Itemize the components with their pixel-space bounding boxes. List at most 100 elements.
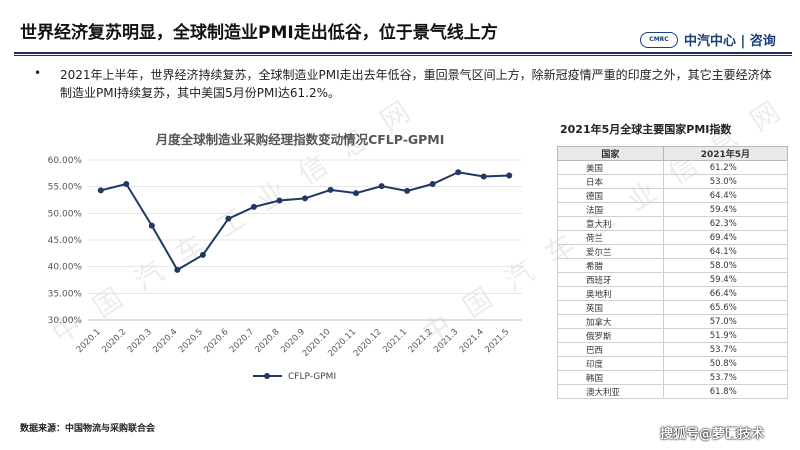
x-tick-label: 2021.4	[458, 327, 486, 355]
country-cell: 意大利	[557, 216, 664, 231]
table-row: 日本 53.0%	[557, 174, 789, 189]
table-row: 韩国 53.7%	[557, 370, 789, 385]
x-tick-label: 2021.5	[483, 327, 511, 355]
data-point	[353, 190, 360, 197]
table-row: 德国 64.4%	[557, 188, 789, 203]
pmi-value-cell: 59.4%	[662, 202, 789, 217]
pmi-value-cell: 53.7%	[662, 342, 789, 357]
y-tick-label: 45.00%	[48, 236, 83, 246]
pmi-value-cell: 57.0%	[662, 314, 789, 329]
pmi-value-cell: 51.9%	[662, 328, 789, 343]
footer-brand: 搜狐号@萝匱技术	[660, 427, 765, 442]
y-tick-label: 50.00%	[48, 209, 83, 219]
country-cell: 英国	[557, 300, 664, 315]
column-header-value: 2021年5月	[662, 146, 789, 161]
pmi-value-cell: 53.0%	[662, 174, 789, 189]
country-cell: 印度	[557, 356, 664, 371]
data-point	[174, 266, 181, 273]
country-cell: 美国	[557, 160, 664, 175]
cmrc-logo: CMRC 中汽中心 | 咨询	[640, 30, 776, 49]
x-tick-label: 2020.6	[202, 327, 230, 355]
data-point	[327, 186, 334, 193]
pmi-value-cell: 61.8%	[662, 384, 789, 399]
y-tick-label: 30.00%	[48, 316, 83, 326]
title-divider	[14, 52, 792, 54]
y-tick-label: 55.00%	[48, 183, 83, 193]
data-point	[429, 181, 436, 187]
x-tick-label: 2020.4	[151, 327, 179, 355]
data-point	[480, 173, 487, 180]
pmi-value-cell: 59.4%	[662, 272, 789, 287]
country-pmi-table: 国家 2021年5月 美国 61.2% 日本 53.0% 德国 64.4% 法国 59.4% 意…	[557, 146, 789, 399]
chart-gridlines	[88, 159, 522, 321]
x-tick-label: 2020.2	[100, 327, 128, 355]
country-cell: 爱尔兰	[557, 244, 664, 259]
table-row: 英国 65.6%	[557, 300, 789, 315]
slide-title: 世界经济复苏明显，全球制造业PMI走出低谷，位于景气线上方	[20, 23, 498, 43]
pmi-line-chart: 月度全球制造业采购经理指数变动情况CFLP-GPMI 60.00% 55.00% 5…	[48, 132, 522, 382]
country-cell: 俄罗斯	[557, 328, 664, 343]
country-cell: 荷兰	[557, 230, 664, 245]
country-cell: 巴西	[557, 342, 664, 357]
data-point	[455, 169, 462, 176]
pmi-value-cell: 69.4%	[662, 230, 789, 245]
table-row: 西班牙 59.4%	[557, 272, 789, 287]
x-tick-label: 2021.3	[432, 327, 460, 355]
legend-marker	[264, 373, 270, 379]
bullet-icon: •	[34, 66, 42, 80]
country-cell: 西班牙	[557, 272, 664, 287]
table-row: 俄罗斯 51.9%	[557, 328, 789, 343]
x-tick-label: 2020.12	[352, 327, 384, 359]
data-point	[378, 183, 385, 190]
table-row: 法国 59.4%	[557, 202, 789, 217]
table-row: 加拿大 57.0%	[557, 314, 789, 329]
y-tick-label: 60.00%	[48, 156, 83, 166]
logo-badge: CMRC	[640, 31, 678, 48]
country-cell: 希腊	[557, 258, 664, 273]
data-point	[97, 187, 104, 194]
table-row: 希腊 58.0%	[557, 258, 789, 273]
pmi-value-cell: 58.0%	[662, 258, 789, 273]
pmi-value-cell: 53.7%	[662, 370, 789, 385]
table-row: 澳大利亚 61.8%	[557, 384, 789, 399]
country-cell: 日本	[557, 174, 664, 189]
country-cell: 法国	[557, 202, 664, 217]
table-header-row: 国家 2021年5月	[557, 146, 789, 161]
data-point	[199, 251, 206, 258]
country-cell: 澳大利亚	[557, 384, 664, 399]
summary-bullet: 2021年上半年，世界经济持续复苏，全球制造业PMI走出去年低谷，重回景气区间上…	[60, 68, 772, 100]
data-point	[506, 172, 513, 179]
x-tick-label: 2020.1	[75, 327, 103, 355]
column-header-country: 国家	[557, 146, 664, 161]
y-axis-ticks: 60.00% 55.00% 50.00% 45.00% 40.00% 35.00% 30.0…	[48, 156, 83, 326]
y-tick-label: 40.00%	[48, 263, 83, 273]
country-cell: 奥地利	[557, 286, 664, 301]
pmi-value-cell: 61.2%	[662, 160, 789, 175]
x-tick-label: 2020.3	[126, 327, 154, 355]
table-row: 奥地利 66.4%	[557, 286, 789, 301]
x-tick-label: 2020.8	[253, 327, 281, 355]
country-cell: 德国	[557, 188, 664, 203]
chart-legend: CFLP-GPMI	[253, 372, 336, 382]
table-row: 爱尔兰 64.1%	[557, 244, 789, 259]
x-tick-label: 2020.5	[177, 327, 205, 355]
series-points	[97, 169, 513, 273]
title-divider-thin	[14, 55, 792, 56]
y-tick-label: 35.00%	[48, 289, 83, 299]
data-point	[123, 181, 130, 187]
country-cell: 韩国	[557, 370, 664, 385]
logo-text: 中汽中心 | 咨询	[684, 34, 776, 49]
data-point	[148, 222, 155, 229]
data-source-note: 数据来源：中国物流与采购联合会	[20, 424, 156, 434]
pmi-value-cell: 64.4%	[662, 188, 789, 203]
table-title: 2021年5月全球主要国家PMI指数	[560, 123, 732, 136]
table-row: 美国 61.2%	[557, 160, 789, 175]
pmi-value-cell: 64.1%	[662, 244, 789, 259]
pmi-value-cell: 65.6%	[662, 300, 789, 315]
chart-title: 月度全球制造业采购经理指数变动情况CFLP-GPMI	[155, 132, 445, 147]
x-tick-label: 2021.2	[407, 327, 435, 355]
table-row: 意大利 62.3%	[557, 216, 789, 231]
pmi-value-cell: 50.8%	[662, 356, 789, 371]
table-row: 巴西 53.7%	[557, 342, 789, 357]
